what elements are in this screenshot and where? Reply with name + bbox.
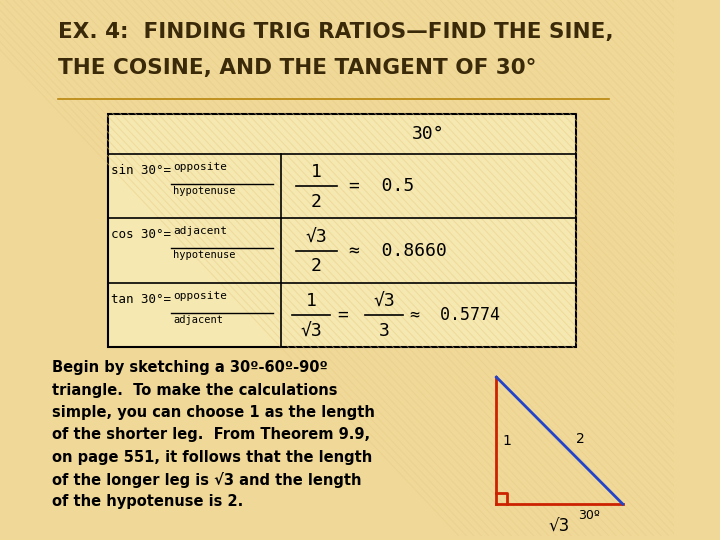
- Text: THE COSINE, AND THE TANGENT OF 30°: THE COSINE, AND THE TANGENT OF 30°: [58, 58, 536, 78]
- Text: √3: √3: [306, 228, 328, 246]
- Text: 2: 2: [577, 431, 585, 446]
- Text: of the shorter leg.  From Theorem 9.9,: of the shorter leg. From Theorem 9.9,: [52, 427, 369, 442]
- Text: hypotenuse: hypotenuse: [174, 250, 235, 260]
- Text: =: =: [337, 306, 348, 324]
- Bar: [108, 114, 576, 347]
- Text: simple, you can choose 1 as the length: simple, you can choose 1 as the length: [52, 405, 374, 420]
- Text: =  0.5: = 0.5: [349, 177, 415, 195]
- Text: 30º: 30º: [578, 509, 600, 522]
- Text: triangle.  To make the calculations: triangle. To make the calculations: [52, 382, 337, 397]
- Text: EX. 4:  FINDING TRIG RATIOS—FIND THE SINE,: EX. 4: FINDING TRIG RATIOS—FIND THE SINE…: [58, 22, 613, 42]
- Text: adjacent: adjacent: [174, 226, 228, 237]
- Text: 1: 1: [305, 292, 316, 310]
- Text: √3: √3: [300, 322, 322, 340]
- Text: ≈  0.8660: ≈ 0.8660: [349, 241, 447, 260]
- Text: 2: 2: [311, 193, 322, 211]
- Text: Begin by sketching a 30º-60º-90º: Begin by sketching a 30º-60º-90º: [52, 360, 328, 375]
- Text: 1: 1: [311, 163, 322, 181]
- Text: cos 30°=: cos 30°=: [112, 228, 171, 241]
- Text: ≈  0.5774: ≈ 0.5774: [410, 306, 500, 324]
- Text: of the longer leg is √3 and the length: of the longer leg is √3 and the length: [52, 472, 361, 488]
- Text: opposite: opposite: [174, 162, 228, 172]
- Text: on page 551, it follows that the length: on page 551, it follows that the length: [52, 449, 372, 464]
- Text: opposite: opposite: [174, 291, 228, 301]
- Text: 1: 1: [502, 434, 511, 448]
- Text: adjacent: adjacent: [174, 315, 223, 325]
- Text: √3: √3: [549, 518, 570, 536]
- Text: tan 30°=: tan 30°=: [112, 293, 171, 306]
- Text: hypotenuse: hypotenuse: [174, 186, 235, 195]
- Text: of the hypotenuse is 2.: of the hypotenuse is 2.: [52, 494, 243, 509]
- Text: 30°: 30°: [412, 125, 445, 143]
- Text: 2: 2: [311, 258, 322, 275]
- Text: sin 30°=: sin 30°=: [112, 164, 171, 177]
- Text: √3: √3: [373, 292, 395, 310]
- Text: 3: 3: [379, 322, 390, 340]
